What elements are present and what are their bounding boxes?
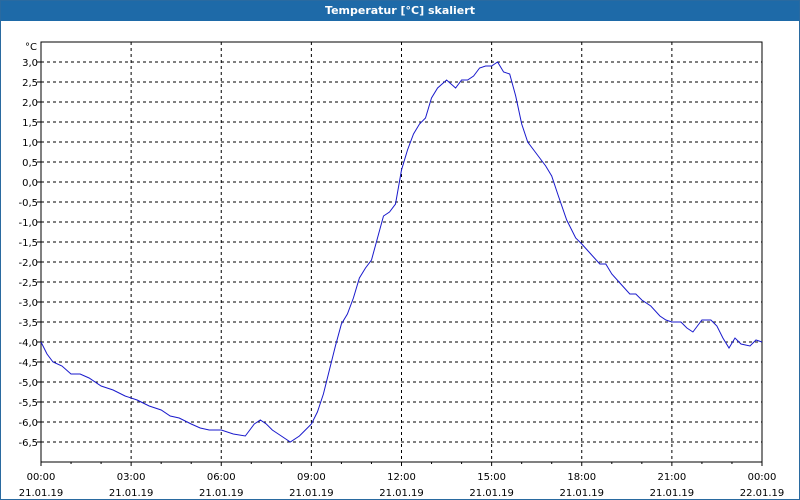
x-tick-time: 15:00 (477, 472, 506, 483)
y-tick-label: 1,5 (22, 118, 38, 129)
y-tick-label: 2,5 (22, 78, 38, 89)
y-tick-label: 0,5 (22, 158, 38, 169)
y-tick-label: 1,0 (22, 138, 38, 149)
x-tick-date: 21.01.19 (379, 488, 424, 499)
x-tick-time: 09:00 (297, 472, 326, 483)
y-axis-unit: °C (25, 42, 37, 53)
temperature-chart: °C 3,0 2,5 2,0 1,5 1,0 0,5 0,0 -0,5 -1,0 -1,5 -2,0… (18, 41, 785, 499)
y-tick-label: -1,5 (18, 238, 38, 249)
x-tick-date: 21.01.19 (289, 488, 334, 499)
x-tick-time: 12:00 (387, 472, 416, 483)
x-tick-time: 00:00 (748, 472, 777, 483)
x-tick-time: 18:00 (567, 472, 596, 483)
x-tick-time: 03:00 (117, 472, 146, 483)
x-axis-ticks: 00:00 21.01.19 03:00 21.01.19 06:00 21.01.19 0… (19, 462, 785, 499)
y-tick-label: -5,0 (18, 378, 38, 389)
x-tick-time: 21:00 (657, 472, 686, 483)
x-tick-time: 00:00 (27, 472, 56, 483)
y-tick-label: -2,0 (18, 258, 38, 269)
x-tick-date: 21.01.19 (650, 488, 695, 499)
y-tick-label: 0,0 (22, 178, 38, 189)
y-tick-label: -4,0 (18, 338, 38, 349)
x-tick-date: 21.01.19 (559, 488, 604, 499)
y-tick-label: -4,5 (18, 358, 38, 369)
series-layer (40, 61, 763, 443)
y-tick-label: 2,0 (22, 98, 38, 109)
y-tick-label: -0,5 (18, 198, 38, 209)
x-tick-date: 21.01.19 (469, 488, 514, 499)
y-tick-label: 3,0 (22, 58, 38, 69)
y-tick-label: -6,5 (18, 438, 38, 449)
temperature-series-line (40, 61, 763, 443)
x-tick-date: 22.01.19 (740, 488, 785, 499)
x-tick-date: 21.01.19 (19, 488, 64, 499)
x-tick-date: 21.01.19 (109, 488, 154, 499)
y-tick-label: -3,5 (18, 318, 38, 329)
y-axis-ticks: 3,0 2,5 2,0 1,5 1,0 0,5 0,0 -0,5 -1,0 -1,5 -2,0 -2,… (18, 58, 41, 449)
x-tick-time: 06:00 (207, 472, 236, 483)
y-tick-label: -5,5 (18, 398, 38, 409)
y-tick-label: -1,0 (18, 218, 38, 229)
grid-lines (41, 42, 762, 462)
window-title: Temperatur [°C] skaliert (1, 1, 799, 21)
y-tick-label: -3,0 (18, 298, 38, 309)
y-tick-label: -6,0 (18, 418, 38, 429)
x-tick-date: 21.01.19 (199, 488, 244, 499)
y-tick-label: -2,5 (18, 278, 38, 289)
